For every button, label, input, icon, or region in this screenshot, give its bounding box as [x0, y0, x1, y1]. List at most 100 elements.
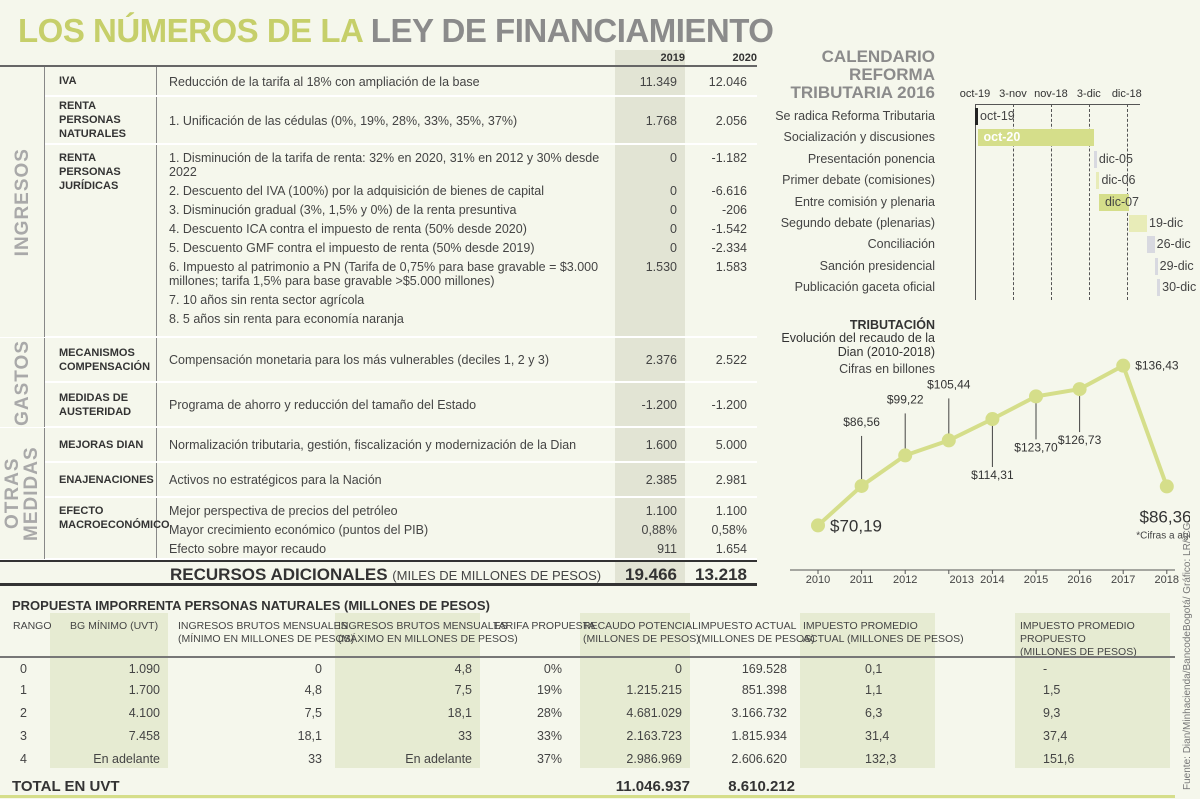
table-cell: 28% — [536, 706, 562, 720]
items: Normalización tributaria, gestión, fisca… — [157, 428, 757, 461]
groups: MEJORAS DIAN Normalización tributaria, ge… — [45, 428, 757, 560]
column-header: RANGO — [13, 620, 52, 632]
item-text: 1. Unificación de las cédulas (0%, 19%, … — [169, 113, 518, 128]
column-shade — [50, 613, 168, 768]
value-2020: 1.654 — [715, 542, 747, 556]
value-2020 — [685, 293, 755, 307]
data-label: $105,44 — [927, 377, 971, 391]
data-point — [1159, 479, 1174, 494]
data-point — [811, 518, 825, 533]
x-tick-label: 2018 — [1155, 574, 1179, 586]
section-label: OTRAS MEDIDAS — [0, 428, 45, 559]
gantt-label: Se radica Reforma Tributaria — [775, 109, 935, 123]
data-label: $136,43 — [1135, 359, 1179, 373]
value-2020: -206 — [721, 203, 747, 217]
column-shade — [800, 613, 935, 768]
table-row: 1. Disminución de la tarifa de renta: 32… — [157, 148, 757, 181]
data-point — [1072, 382, 1087, 397]
section-label-text: INGRESOS — [11, 147, 33, 257]
total-uvt-label: TOTAL EN UVT — [12, 778, 120, 795]
items: Activos no estratégicos para la Nación 2.… — [157, 463, 757, 496]
total-row: RECURSOS ADICIONALES (MILES DE MILLONES … — [0, 560, 757, 586]
data-label: $99,22 — [887, 392, 924, 406]
gantt-bar — [1157, 279, 1161, 297]
gantt-label: Sanción presidencial — [819, 258, 935, 273]
gantt-label: Socialización y discusiones — [783, 130, 935, 145]
value-2020: 2.981 — [715, 473, 747, 487]
value-2019 — [615, 312, 685, 326]
gantt-bar — [1154, 257, 1158, 275]
column-shade — [580, 613, 690, 768]
value-2020: -1.542 — [711, 222, 747, 236]
table-row: 7. 10 años sin renta sector agrícola — [157, 290, 757, 309]
item-text: Mejor perspectiva de precios del petróle… — [169, 504, 398, 518]
value-2020: -6.616 — [711, 184, 747, 198]
total-2020: 13.218 — [695, 565, 747, 584]
gantt-gridline — [1088, 104, 1090, 300]
table-cell: 151,6 — [1043, 752, 1075, 766]
column-header: INGRESOS BRUTOS MENSUALES (MÁXIMO EN MIL… — [338, 620, 518, 645]
group-row: EFECTO MACROECONÓMICO Mejor perspectiva d… — [45, 498, 757, 560]
total-recaudo: 11.046.937 — [615, 778, 690, 795]
x-tick-label: 2016 — [1067, 574, 1091, 586]
column-shade — [335, 613, 480, 768]
table-cell: 1,1 — [865, 683, 883, 697]
gantt-bar — [975, 108, 978, 125]
table-cell: 0,1 — [865, 662, 883, 676]
value-2019: 0 — [670, 203, 677, 217]
gantt-label: Segundo debate (plenarias) — [780, 216, 935, 230]
gantt-label: Presentación ponencia — [807, 151, 935, 166]
table-cell: 31,4 — [865, 729, 890, 743]
column-2019-shade — [615, 50, 685, 585]
gantt-gridline — [1050, 104, 1052, 300]
table-cell: 6,3 — [865, 706, 883, 720]
gantt-label: Entre comisión y plenaria — [794, 194, 935, 209]
gantt-tick: 3-nov — [999, 88, 1027, 100]
value-2019: 0 — [670, 222, 677, 236]
table-cell: 37% — [536, 752, 562, 766]
value-2019: 1.768 — [645, 113, 677, 128]
table-cell: 0% — [543, 662, 562, 676]
table-cell: 4.100 — [128, 706, 160, 720]
x-tick-label: 2015 — [1024, 574, 1048, 586]
section-label-text: OTRAS MEDIDAS — [2, 446, 42, 541]
data-point — [1116, 358, 1131, 373]
table-row: 3. Disminución gradual (3%, 1,5% y 0%) d… — [157, 200, 757, 219]
item-text: 2. Descuento del IVA (100%) por la adqui… — [169, 184, 545, 198]
gantt-bar — [1129, 215, 1148, 232]
group-name: RENTA PERSONAS NATURALES — [45, 97, 157, 143]
gantt-value-label: dic-05 — [1098, 151, 1133, 166]
data-label: $86,56 — [843, 415, 880, 429]
data-point — [854, 478, 869, 493]
table-cell: 1.815.934 — [731, 729, 787, 743]
table-cell: 2.986.969 — [626, 752, 682, 766]
items: 1. Unificación de las cédulas (0%, 19%, … — [157, 97, 757, 143]
gantt-bar — [1093, 150, 1097, 168]
gantt-value-label: oct-19 — [980, 109, 1015, 123]
item-text: Reducción de la tarifa al 18% con amplia… — [169, 74, 480, 89]
gantt-value-label: dic-06 — [1101, 173, 1136, 188]
table-row: Programa de ahorro y reducción del tamañ… — [157, 395, 757, 414]
table-cell: 1,5 — [1043, 683, 1061, 697]
column-header: INGRESOS BRUTOS MENSUALES (MÍNIMO EN MIL… — [178, 620, 355, 645]
year-2019: 2019 — [660, 52, 685, 64]
column-header: TARIFA PROPUESTA — [493, 620, 596, 632]
gantt-tick: 3-dic — [1076, 88, 1101, 100]
table-row: 8. 5 años sin renta para economía naranj… — [157, 309, 757, 328]
group-row: MEJORAS DIAN Normalización tributaria, ge… — [45, 428, 757, 463]
item-text: 3. Disminución gradual (3%, 1,5% y 0%) d… — [169, 203, 517, 217]
value-2020: 5.000 — [715, 438, 747, 452]
item-text: Normalización tributaria, gestión, fisca… — [169, 438, 577, 452]
group-name: ENAJENACIONES — [45, 463, 157, 496]
total-label: RECURSOS ADICIONALES — [170, 565, 388, 584]
item-text: Efecto sobre mayor recaudo — [169, 542, 327, 556]
divider — [0, 656, 1175, 658]
group-row: IVA Reducción de la tarifa al 18% con amp… — [45, 67, 757, 97]
table-row: 1. Unificación de las cédulas (0%, 19%, … — [157, 111, 757, 130]
group-name: EFECTO MACROECONÓMICO — [45, 498, 170, 558]
gantt-value-label: 19-dic — [1149, 216, 1184, 230]
table-cell: 37,4 — [1043, 729, 1068, 743]
table-row: Reducción de la tarifa al 18% con amplia… — [157, 72, 757, 91]
table-row: 5. Descuento GMF contra el impuesto de r… — [157, 238, 757, 257]
rango-cell: 1 — [20, 683, 27, 697]
